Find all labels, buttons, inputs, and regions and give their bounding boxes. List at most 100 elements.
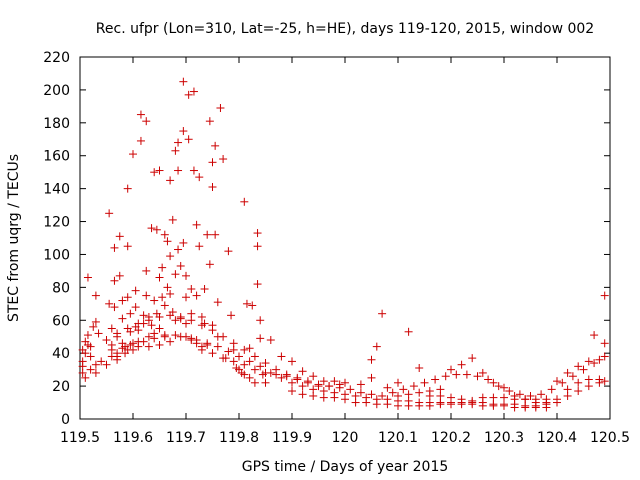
data-point	[147, 224, 156, 233]
data-point	[378, 309, 387, 318]
data-point	[213, 342, 222, 351]
data-point	[81, 349, 90, 358]
data-point	[383, 383, 392, 392]
data-point	[600, 377, 609, 386]
data-point	[595, 355, 604, 364]
y-tick-label: 100	[43, 247, 70, 263]
data-point	[478, 401, 487, 410]
data-point	[250, 365, 259, 374]
data-point	[256, 334, 265, 343]
data-point	[531, 403, 540, 412]
data-point	[86, 342, 95, 351]
data-point	[253, 280, 262, 289]
data-point	[250, 352, 259, 361]
data-point	[134, 319, 143, 328]
x-tick-label: 119.9	[272, 430, 312, 446]
data-point	[462, 370, 471, 379]
data-point	[182, 293, 190, 302]
data-point	[184, 135, 193, 144]
data-point	[189, 166, 198, 175]
y-ticks-group: 0 20 40 60 80 100 120 140 160 180 200 220	[43, 50, 610, 428]
data-point	[83, 273, 92, 282]
data-point	[187, 285, 196, 294]
data-point	[309, 372, 318, 381]
data-point	[436, 391, 445, 400]
data-point	[319, 393, 328, 402]
y-axis-label: STEC from uqrg / TECUs	[6, 154, 22, 322]
data-point	[213, 298, 222, 307]
data-point	[394, 378, 402, 387]
data-point	[288, 387, 296, 396]
data-point	[261, 359, 270, 368]
data-point	[240, 370, 249, 379]
data-point	[500, 393, 508, 402]
data-point	[208, 182, 217, 191]
plot-frame	[79, 56, 611, 420]
data-point	[235, 352, 243, 361]
data-point	[142, 117, 151, 126]
data-point	[272, 370, 281, 379]
data-point	[176, 332, 185, 341]
data-point	[197, 312, 206, 321]
data-point	[136, 110, 145, 119]
data-point	[526, 391, 535, 400]
data-point	[94, 329, 103, 338]
data-point	[600, 339, 609, 348]
data-point	[303, 378, 312, 387]
data-point	[150, 296, 159, 305]
data-point	[372, 342, 381, 351]
data-point	[240, 197, 249, 206]
data-point	[574, 378, 583, 387]
data-point	[219, 354, 228, 363]
data-point	[105, 209, 114, 218]
data-point	[500, 401, 508, 410]
data-point	[415, 363, 424, 372]
data-point	[126, 309, 135, 318]
data-point	[521, 395, 530, 404]
data-point	[150, 168, 159, 177]
data-point	[441, 372, 450, 381]
data-point	[314, 382, 323, 391]
data-point	[174, 138, 183, 147]
data-point	[253, 242, 262, 251]
data-point	[457, 360, 466, 369]
data-point	[155, 166, 164, 175]
data-point	[245, 373, 254, 382]
data-point	[86, 365, 95, 374]
data-point	[179, 238, 188, 247]
data-point	[174, 166, 183, 175]
data-point	[473, 372, 482, 381]
data-point	[227, 311, 236, 320]
data-point	[404, 390, 413, 399]
data-point	[510, 395, 519, 404]
data-point	[131, 303, 140, 312]
data-point	[547, 385, 556, 394]
data-point	[195, 242, 204, 251]
data-point	[184, 90, 193, 99]
data-point	[142, 291, 151, 300]
data-point	[179, 77, 188, 86]
data-point	[346, 385, 355, 394]
data-point	[531, 395, 540, 404]
data-point	[500, 383, 508, 392]
data-point	[155, 340, 164, 349]
data-point	[563, 391, 572, 400]
data-point	[123, 184, 132, 193]
data-point	[78, 362, 87, 371]
data-point	[166, 337, 175, 346]
data-point	[309, 391, 318, 400]
data-point	[195, 173, 204, 182]
data-point	[409, 382, 418, 391]
data-point	[86, 352, 95, 361]
data-point	[590, 331, 599, 340]
data-point	[205, 117, 214, 126]
data-point	[282, 372, 291, 381]
y-tick-label: 80	[52, 280, 70, 296]
data-point	[192, 220, 201, 229]
data-point	[174, 245, 183, 254]
x-axis-label: GPS time / Days of year 2015	[242, 459, 449, 475]
data-point	[415, 388, 424, 397]
data-point	[224, 347, 233, 356]
data-point	[298, 382, 307, 391]
data-point	[256, 362, 265, 371]
